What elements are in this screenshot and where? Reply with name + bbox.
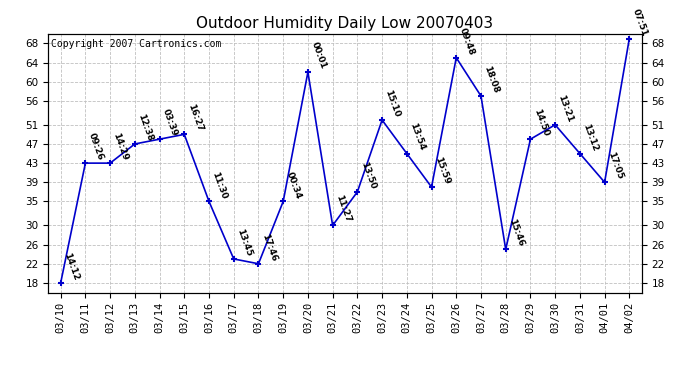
Text: 15:59: 15:59 bbox=[433, 156, 451, 186]
Text: 17:05: 17:05 bbox=[606, 151, 624, 181]
Text: 03:39: 03:39 bbox=[161, 108, 179, 138]
Text: 14:29: 14:29 bbox=[112, 132, 130, 162]
Text: Copyright 2007 Cartronics.com: Copyright 2007 Cartronics.com bbox=[51, 39, 221, 49]
Text: 07:51: 07:51 bbox=[631, 7, 649, 37]
Text: 15:10: 15:10 bbox=[384, 89, 402, 118]
Text: 13:54: 13:54 bbox=[408, 122, 426, 152]
Text: 11:27: 11:27 bbox=[334, 194, 353, 224]
Text: 12:38: 12:38 bbox=[136, 112, 155, 142]
Text: 18:08: 18:08 bbox=[482, 65, 500, 94]
Text: 00:01: 00:01 bbox=[309, 41, 328, 71]
Text: 11:30: 11:30 bbox=[210, 170, 228, 200]
Text: 14:12: 14:12 bbox=[62, 251, 80, 282]
Text: 13:50: 13:50 bbox=[359, 160, 377, 190]
Text: 17:46: 17:46 bbox=[260, 232, 278, 262]
Text: 09:48: 09:48 bbox=[457, 26, 476, 56]
Text: 09:26: 09:26 bbox=[87, 132, 105, 162]
Text: 13:45: 13:45 bbox=[235, 228, 253, 258]
Text: 14:50: 14:50 bbox=[532, 108, 550, 138]
Text: 15:46: 15:46 bbox=[507, 218, 525, 248]
Text: 13:12: 13:12 bbox=[581, 122, 600, 152]
Text: 16:27: 16:27 bbox=[186, 103, 204, 133]
Text: 00:34: 00:34 bbox=[284, 170, 303, 200]
Text: 13:21: 13:21 bbox=[557, 93, 575, 123]
Title: Outdoor Humidity Daily Low 20070403: Outdoor Humidity Daily Low 20070403 bbox=[197, 16, 493, 31]
